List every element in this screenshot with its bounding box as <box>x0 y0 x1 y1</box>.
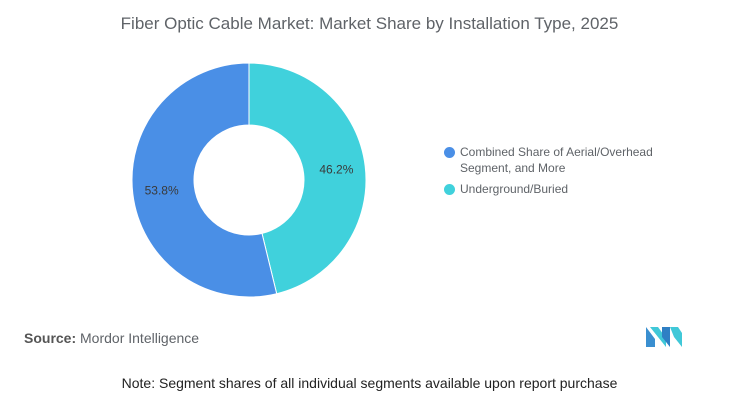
footer-note: Note: Segment shares of all individual s… <box>121 375 618 391</box>
legend-item-underground: Underground/Buried <box>444 181 724 197</box>
legend-marker-aerial <box>444 147 455 158</box>
legend-label-underground: Underground/Buried <box>460 182 569 196</box>
slice-value-label-0: 46.2% <box>319 163 353 177</box>
donut-slice-0 <box>248 62 367 295</box>
chart-title: Fiber Optic Cable Market: Market Share b… <box>120 14 619 33</box>
legend-label-aerial: Combined Share of Aerial/Overhead Segmen… <box>460 145 653 175</box>
legend: Combined Share of Aerial/Overhead Segmen… <box>444 144 724 202</box>
source-label: Source: <box>24 330 77 346</box>
slice-value-label-1: 53.8% <box>145 183 179 197</box>
legend-marker-underground <box>444 184 455 195</box>
source: Source: Mordor Intelligence <box>24 330 199 346</box>
legend-item-aerial: Combined Share of Aerial/Overhead Segmen… <box>444 144 724 176</box>
donut-slice-1 <box>131 62 278 298</box>
mordor-intelligence-logo-icon <box>646 327 682 347</box>
source-value: Mordor Intelligence <box>80 330 200 346</box>
